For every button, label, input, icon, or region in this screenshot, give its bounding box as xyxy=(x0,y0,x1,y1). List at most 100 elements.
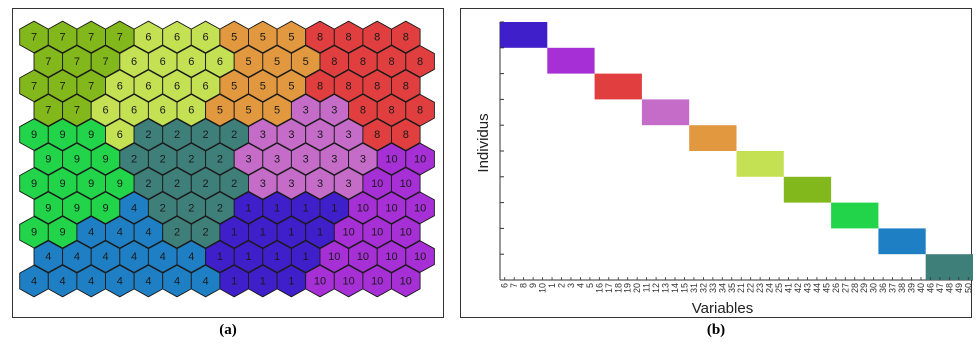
hex-cell-label: 10 xyxy=(414,154,426,166)
hex-cell-label: 2 xyxy=(160,154,166,166)
block-8 xyxy=(831,203,878,229)
hex-cell-label: 2 xyxy=(231,178,237,190)
hex-cell-label: 2 xyxy=(217,154,223,166)
hex-cell-label: 10 xyxy=(371,227,383,239)
hex-cell-label: 1 xyxy=(231,227,237,239)
hex-cell-label: 8 xyxy=(346,32,352,44)
hex-cell-label: 10 xyxy=(414,251,426,263)
hex-cell-label: 1 xyxy=(231,276,237,288)
hex-cell-label: 9 xyxy=(117,178,123,190)
hex-cell-label: 9 xyxy=(31,227,37,239)
hex-cell-label: 4 xyxy=(131,251,137,263)
hex-cell-label: 2 xyxy=(188,202,194,214)
hex-cell-label: 8 xyxy=(374,32,380,44)
hex-cell-label: 10 xyxy=(357,202,369,214)
hex-cell-label: 2 xyxy=(188,154,194,166)
hex-cell-label: 2 xyxy=(131,154,137,166)
hex-cell-label: 5 xyxy=(231,32,237,44)
block-diagonal-panel: 6 7 8 9 10 1 2 3 4 5 16 17 18 19 20 11 12 13 14 15 31 32 33 34 3… xyxy=(460,8,972,318)
hex-cell-label: 5 xyxy=(303,56,309,68)
block-10 xyxy=(926,254,973,280)
hex-cell-label: 3 xyxy=(317,178,323,190)
hex-cell-label: 6 xyxy=(131,105,137,117)
hex-cell-label: 5 xyxy=(274,56,280,68)
hex-cell-label: 8 xyxy=(417,56,423,68)
hex-cell-label: 2 xyxy=(203,178,209,190)
hex-cell-label: 8 xyxy=(403,80,409,92)
hex-cell-label: 10 xyxy=(314,276,326,288)
hex-cell-label: 7 xyxy=(117,32,123,44)
caption-b: (b) xyxy=(460,322,972,339)
hex-cell-label: 8 xyxy=(388,56,394,68)
hex-cell-label: 10 xyxy=(342,276,354,288)
x-tick-label: 50 xyxy=(963,283,973,293)
hex-cell-label: 6 xyxy=(174,32,180,44)
hex-cell-label: 9 xyxy=(45,202,51,214)
hex-cell-label: 9 xyxy=(60,178,66,190)
hex-cell-label: 9 xyxy=(31,129,37,141)
hex-cell-label: 10 xyxy=(400,276,412,288)
hex-cell-label: 2 xyxy=(231,129,237,141)
hex-cell-label: 6 xyxy=(188,105,194,117)
hex-cell-label: 6 xyxy=(160,105,166,117)
hex-cell-label: 10 xyxy=(385,202,397,214)
hex-cell-label: 7 xyxy=(60,80,66,92)
hex-cell-label: 2 xyxy=(174,227,180,239)
hex-cell-label: 4 xyxy=(117,276,123,288)
hex-cell-label: 10 xyxy=(385,154,397,166)
hex-cell-label: 4 xyxy=(31,276,37,288)
hex-cell-label: 8 xyxy=(317,32,323,44)
hex-cell-label: 1 xyxy=(288,276,294,288)
hex-cell-label: 6 xyxy=(160,56,166,68)
hex-cell-label: 8 xyxy=(403,32,409,44)
hex-cell-label: 2 xyxy=(174,129,180,141)
hex-cell-label: 6 xyxy=(203,80,209,92)
hex-cell-label: 8 xyxy=(317,80,323,92)
hex-cell-label: 8 xyxy=(360,105,366,117)
hex-cell-label: 6 xyxy=(117,80,123,92)
hex-cell-label: 2 xyxy=(160,202,166,214)
hex-cell-label: 7 xyxy=(88,32,94,44)
hex-cell-label: 3 xyxy=(245,154,251,166)
hex-cell-label: 9 xyxy=(60,227,66,239)
block-3 xyxy=(595,74,642,100)
hex-cell-label: 10 xyxy=(342,227,354,239)
hex-cell-label: 6 xyxy=(131,56,137,68)
hex-cell-label: 3 xyxy=(331,154,337,166)
hex-cell-label: 6 xyxy=(117,129,123,141)
hex-cell-label: 5 xyxy=(260,80,266,92)
hex-cell-label: 1 xyxy=(274,251,280,263)
hex-cell-label: 5 xyxy=(288,80,294,92)
hex-cell-label: 4 xyxy=(74,251,80,263)
hex-cell-label: 4 xyxy=(45,251,51,263)
hex-cell-label: 3 xyxy=(303,154,309,166)
hex-cell-label: 7 xyxy=(74,105,80,117)
hex-cell-label: 3 xyxy=(346,178,352,190)
block-6 xyxy=(737,151,784,177)
som-hex-map: 7 7 7 7 6 6 6 5 5 5 8 8 8 87 7 7 6 6 6 6 5 5 5 8 8 8 87 7 7 6 6 6 6 5 5 5 8 8… xyxy=(13,9,445,319)
hex-cell-label: 3 xyxy=(360,154,366,166)
hex-cell-label: 4 xyxy=(188,251,194,263)
hex-cell-label: 6 xyxy=(217,56,223,68)
hex-cell-label: 3 xyxy=(346,129,352,141)
caption-a: (a) xyxy=(12,322,444,339)
hex-cell-label: 8 xyxy=(374,80,380,92)
hex-cell-label: 2 xyxy=(145,178,151,190)
hex-cell-label: 7 xyxy=(74,56,80,68)
hex-cell-label: 5 xyxy=(288,32,294,44)
hex-cell-label: 4 xyxy=(174,276,180,288)
hex-cell-label: 4 xyxy=(203,276,209,288)
hex-cell-label: 1 xyxy=(331,202,337,214)
hex-cell-label: 1 xyxy=(260,276,266,288)
hex-cell-label: 10 xyxy=(400,178,412,190)
hex-cell-label: 10 xyxy=(400,227,412,239)
hex-cell-label: 4 xyxy=(145,227,151,239)
hex-cell-label: 9 xyxy=(88,178,94,190)
hex-cell-label: 5 xyxy=(245,105,251,117)
hex-cell-label: 3 xyxy=(274,154,280,166)
hex-cell-label: 7 xyxy=(45,105,51,117)
hex-cell-label: 7 xyxy=(45,56,51,68)
hex-cell-label: 10 xyxy=(414,202,426,214)
hex-cell-label: 5 xyxy=(245,56,251,68)
